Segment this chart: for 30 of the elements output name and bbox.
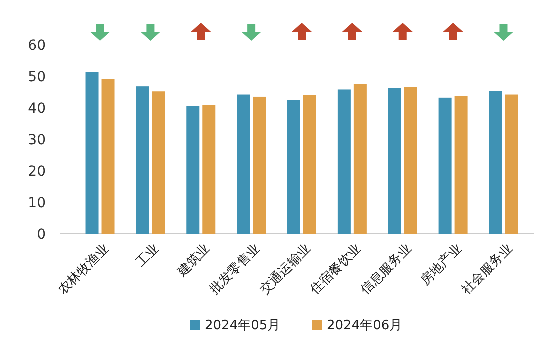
bar (438, 98, 452, 234)
bar (404, 87, 418, 234)
y-tick-label: 0 (37, 226, 46, 243)
legend-label: 2024年06月 (327, 318, 403, 334)
bar (253, 96, 266, 234)
bar (102, 79, 115, 234)
bar (136, 86, 150, 234)
bar (505, 94, 518, 234)
y-tick-label: 10 (28, 195, 46, 212)
bar (338, 90, 351, 234)
bar (288, 100, 300, 234)
y-tick-label: 20 (28, 164, 46, 180)
legend-label: 2024年05月 (205, 318, 281, 334)
x-tick-label: 农林牧渔业 (56, 241, 112, 298)
x-tick-label: 建筑业 (174, 241, 214, 280)
y-tick-label: 50 (28, 69, 46, 86)
y-tick-label: 60 (28, 38, 46, 54)
bar (202, 105, 216, 234)
y-tick-label: 30 (28, 132, 46, 148)
y-tick-label: 40 (28, 100, 46, 117)
bar (354, 84, 367, 234)
bar (86, 72, 99, 234)
bar (237, 94, 250, 234)
bar (489, 91, 502, 234)
bar (152, 92, 166, 234)
x-tick-label: 工业 (134, 241, 163, 270)
bar (186, 106, 200, 234)
bar (304, 95, 316, 234)
bar (454, 96, 468, 234)
bar (388, 88, 402, 234)
